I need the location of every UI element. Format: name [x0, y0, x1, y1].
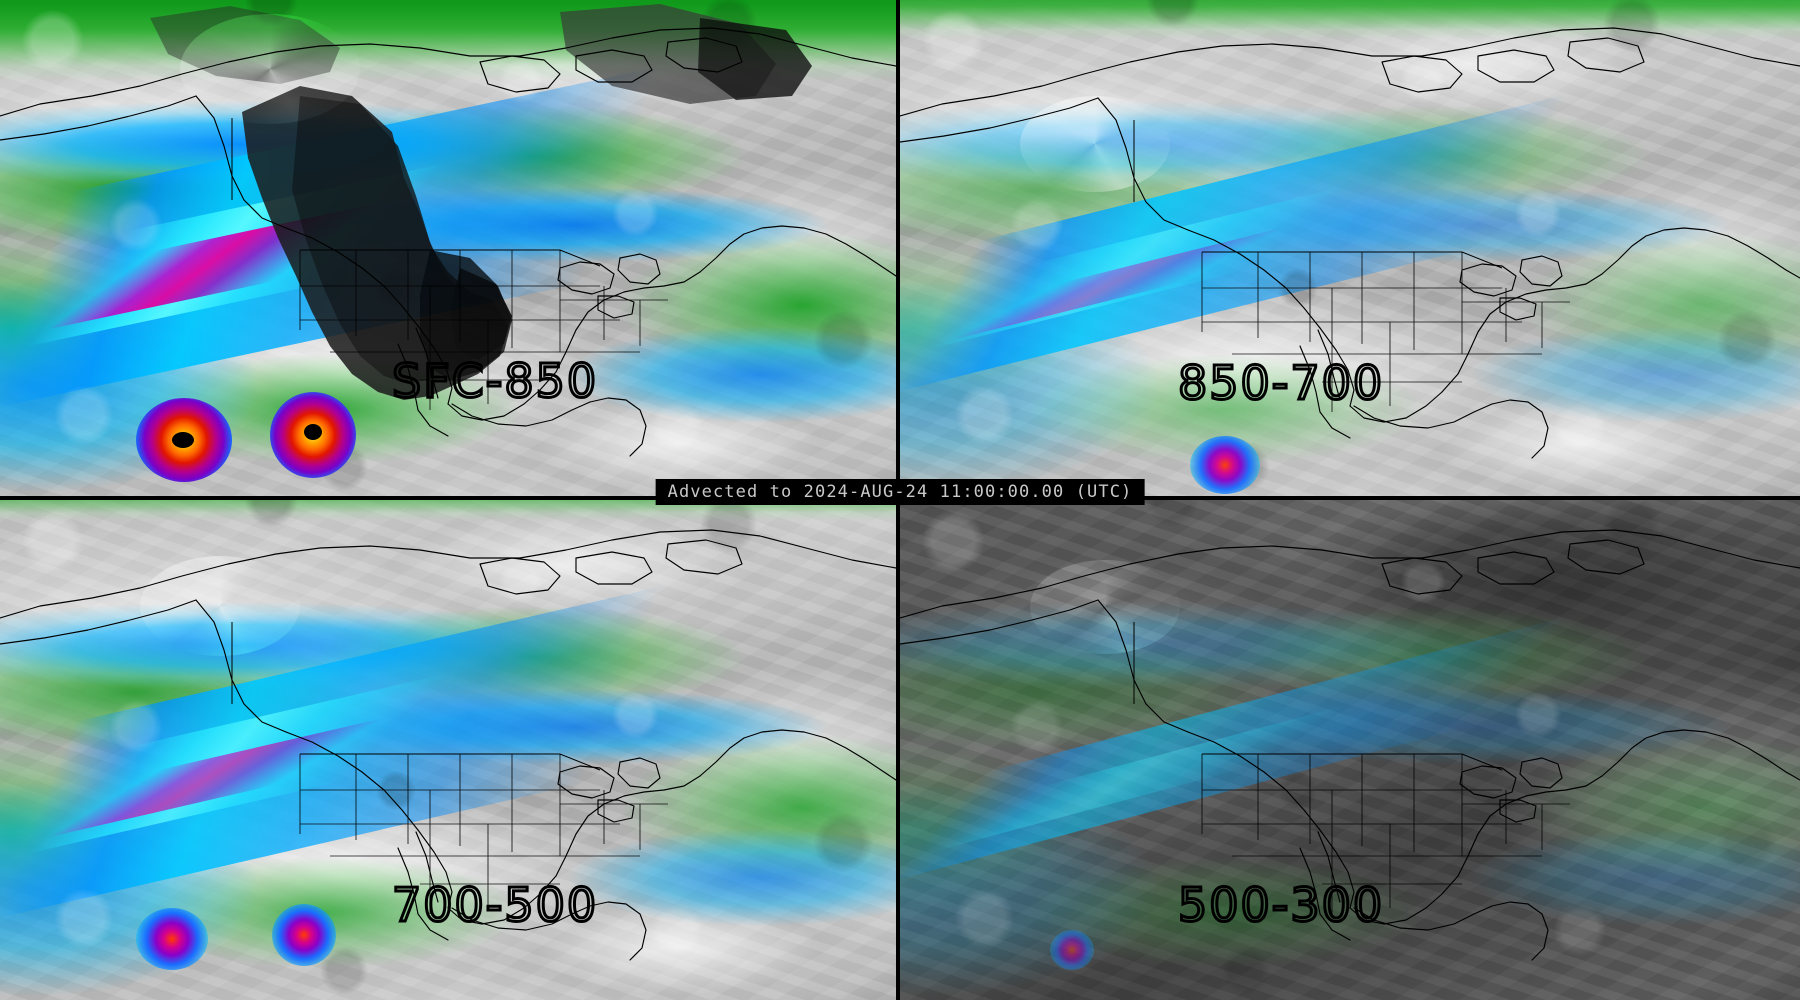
gulf-of-alaska-swirl — [1020, 96, 1170, 192]
cyclone-eye-east — [304, 424, 322, 440]
gulf-of-alaska-swirl — [1030, 560, 1180, 654]
polar-vortex-swirl — [180, 14, 360, 124]
terrain-mask-layer — [0, 0, 896, 496]
tropical-cyclone-east-pacific-east — [272, 904, 336, 966]
tropical-cyclone-east-pacific — [1050, 930, 1094, 970]
field-850-700 — [900, 0, 1800, 496]
panel-500-300[interactable]: 500-300 — [900, 500, 1800, 1000]
panel-850-700[interactable]: 850-700 — [900, 0, 1800, 496]
panel-sfc-850[interactable]: SFC-850 — [0, 0, 896, 496]
panel-label-sfc-850: SFC-850 — [390, 353, 599, 410]
grayscale-mottle-layer — [900, 0, 1800, 496]
panel-label-850-700: 850-700 — [1176, 355, 1385, 412]
panel-label-500-300: 500-300 — [1176, 877, 1385, 934]
timestamp-bar: Advected to 2024-AUG-24 11:00:00.00 (UTC… — [655, 479, 1145, 505]
tropical-cyclone-east-pacific-west — [136, 908, 208, 970]
cyclone-eye-west — [172, 432, 194, 448]
gulf-of-alaska-swirl — [140, 556, 300, 656]
panel-700-500[interactable]: 700-500 — [0, 500, 896, 1000]
field-sfc-850 — [0, 0, 896, 496]
timestamp-label: Advected to 2024-AUG-24 11:00:00.00 (UTC… — [667, 482, 1133, 502]
tropical-cyclone-east-pacific — [1190, 436, 1260, 494]
panel-label-700-500: 700-500 — [390, 877, 599, 934]
